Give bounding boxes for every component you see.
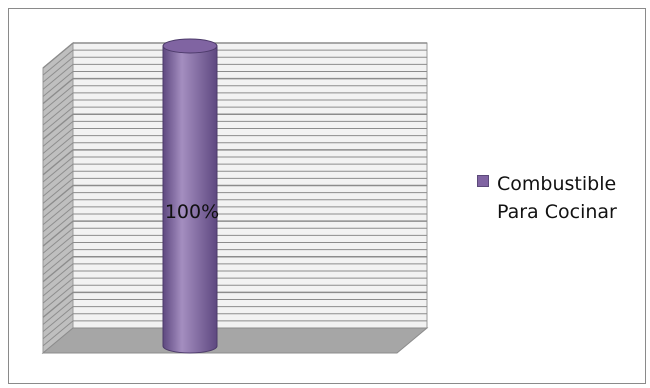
gridline-side (42, 178, 74, 204)
gridline-side (42, 256, 74, 283)
gridline-side (42, 242, 74, 268)
gridline-side (42, 192, 74, 218)
gridline-side (42, 213, 74, 240)
gridline-side (42, 121, 74, 147)
gridline-side (42, 249, 74, 275)
gridline-side (42, 99, 74, 126)
gridline-side (42, 106, 74, 133)
gridline-side (42, 149, 74, 176)
gridline-side (42, 306, 74, 332)
gridline-side (42, 277, 74, 304)
gridline-side (42, 92, 74, 119)
gridline-side (42, 270, 74, 297)
gridline-side (42, 142, 74, 169)
gridline-side (42, 199, 74, 226)
bar-top (162, 38, 218, 54)
gridline-side (42, 128, 74, 154)
gridline-side (42, 49, 74, 76)
data-label: 100% (165, 201, 219, 223)
gridline-side (42, 320, 74, 347)
gridline-side (42, 220, 74, 247)
gridline-side (42, 284, 74, 311)
gridline-side (42, 85, 74, 112)
gridline-side (42, 156, 74, 183)
gridline-side (42, 313, 74, 340)
gridline-side (42, 135, 74, 161)
gridline-side (42, 64, 74, 90)
gridline-side (42, 78, 74, 105)
gridline-side (42, 206, 74, 233)
floor (41, 327, 429, 354)
gridline-side (42, 170, 74, 197)
legend-entry-label: Combustible Para Cocinar (497, 173, 617, 223)
gridline-side (42, 184, 74, 212)
bar (162, 45, 218, 354)
gridline-side (42, 56, 74, 83)
legend-swatch-icon (477, 175, 489, 187)
gridline-side (42, 299, 74, 325)
gridline-side (42, 113, 74, 140)
gridline-side (42, 263, 74, 290)
gridline-side (42, 42, 74, 69)
gridline-side (42, 291, 74, 318)
gridline-side (42, 71, 74, 97)
gridline-side (42, 163, 74, 190)
gridline-side (42, 235, 74, 261)
gridline-side (42, 227, 74, 254)
